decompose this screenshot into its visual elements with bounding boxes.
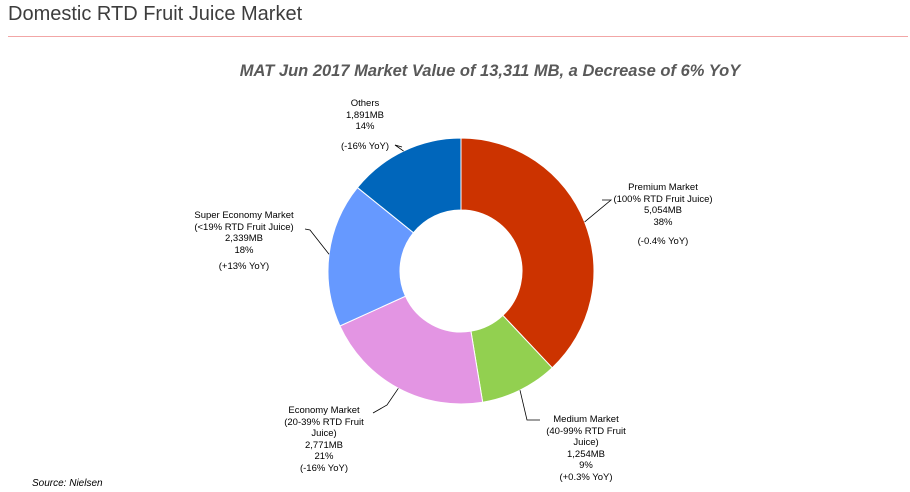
super-economy-yoy: (+13% YoY) <box>218 261 270 273</box>
data-label-premium: Premium Market (100% RTD Fruit Juice) 5,… <box>600 182 726 248</box>
super-economy-share: 18% <box>234 244 254 256</box>
others-value: 1,891MB <box>345 109 385 121</box>
medium-yoy: (+0.3% YoY) <box>559 471 613 483</box>
leader-line-others <box>394 144 404 152</box>
premium-share: 38% <box>653 216 673 228</box>
others-share: 14% <box>355 121 375 133</box>
medium-subname-1: (40-99% RTD Fruit <box>546 425 626 437</box>
leader-line-premium-market <box>584 199 613 223</box>
slice-premium-market <box>460 137 595 369</box>
economy-share: 21% <box>314 451 334 463</box>
slice-super-economy-market <box>327 186 415 327</box>
data-label-medium: Medium Market (40-99% RTD Fruit Juice) 1… <box>526 414 646 484</box>
medium-share: 9% <box>579 460 593 472</box>
medium-subname-2: Juice) <box>573 437 599 449</box>
premium-subname: (100% RTD Fruit Juice) <box>613 193 713 205</box>
economy-subname-1: (20-39% RTD Fruit <box>284 416 364 428</box>
leader-line-economy-market <box>372 388 399 414</box>
medium-value: 1,254MB <box>566 448 606 460</box>
others-name: Others <box>350 98 380 109</box>
source-note: Source: Nielsen <box>32 478 103 489</box>
super-economy-value: 2,339MB <box>224 233 264 245</box>
data-label-super-economy: Super Economy Market (<19% RTD Fruit Jui… <box>174 210 314 273</box>
economy-name: Economy Market <box>288 405 360 416</box>
super-economy-subname: (<19% RTD Fruit Juice) <box>194 221 294 233</box>
leader-line-super-economy-market <box>304 228 330 255</box>
others-yoy: (-16% YoY) <box>340 140 390 152</box>
premium-name: Premium Market <box>628 182 698 193</box>
premium-value: 5,054MB <box>643 205 683 217</box>
medium-name: Medium Market <box>553 414 619 425</box>
economy-subname-2: Juice) <box>311 428 337 440</box>
slice-economy-market <box>339 295 484 405</box>
chart-title: MAT Jun 2017 Market Value of 13,311 MB, … <box>239 62 741 80</box>
premium-yoy: (-0.4% YoY) <box>637 236 689 248</box>
economy-value: 2,771MB <box>304 439 344 451</box>
leader-line-medium-market <box>519 390 540 421</box>
economy-yoy: (-16% YoY) <box>299 462 349 474</box>
page-title: Domestic RTD Fruit Juice Market <box>8 3 303 25</box>
title-divider <box>8 36 908 37</box>
data-label-others: Others 1,891MB 14% (-16% YoY) <box>322 98 408 152</box>
super-economy-name: Super Economy Market <box>194 210 294 221</box>
data-label-economy: Economy Market (20-39% RTD Fruit Juice) … <box>268 405 380 475</box>
slice-others <box>356 137 462 234</box>
